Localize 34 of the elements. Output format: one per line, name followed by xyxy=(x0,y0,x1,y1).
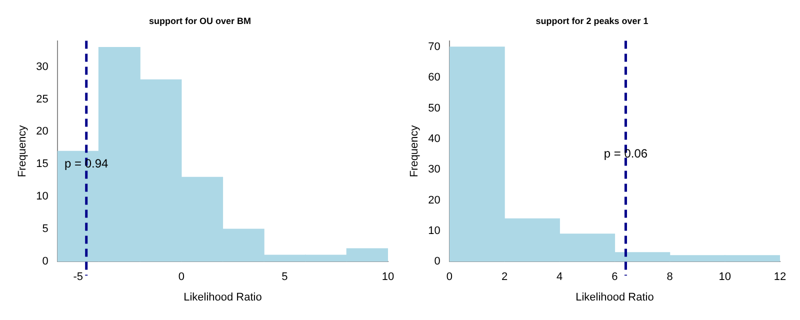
y-tick-label: 10 xyxy=(428,224,440,237)
x-tick-label: 0 xyxy=(178,271,184,284)
y-tick-label: 50 xyxy=(428,102,440,114)
y-tick-label: 15 xyxy=(36,158,48,170)
x-tick-label: -5 xyxy=(73,271,83,284)
x-tick-label: 10 xyxy=(718,271,732,284)
y-tick-label: 10 xyxy=(36,190,48,203)
annotation: p = 0.94 xyxy=(64,156,109,170)
y-tick-label: 60 xyxy=(428,72,440,84)
y-tick-label: 30 xyxy=(428,164,440,176)
y-tick-label: 5 xyxy=(42,223,48,236)
y-tick-label: 0 xyxy=(42,256,48,268)
x-tick-label: 0 xyxy=(446,271,452,284)
y-tick-label: 40 xyxy=(428,132,440,145)
y-tick-label: 30 xyxy=(36,60,48,73)
x-tick-label: 6 xyxy=(612,271,618,284)
chart-title: support for OU over BM xyxy=(148,16,252,26)
x-tick-label: 10 xyxy=(382,271,394,284)
y-tick-label: 20 xyxy=(36,126,48,138)
y-tick-label: 20 xyxy=(428,194,440,206)
y-tick-label: 0 xyxy=(434,256,440,268)
x-tick-label: 8 xyxy=(666,271,673,284)
y-tick-label: 25 xyxy=(36,93,48,106)
y-axis-title: Frequency xyxy=(408,124,421,178)
annotation: p = 0.06 xyxy=(604,146,648,161)
chart-title: support for 2 peaks over 1 xyxy=(536,16,648,26)
y-axis-title: Frequency xyxy=(16,124,29,178)
x-tick-label: 2 xyxy=(501,271,508,284)
y-tick-label: 70 xyxy=(428,40,440,53)
x-tick-label: 12 xyxy=(774,271,786,284)
x-tick-label: 5 xyxy=(282,271,288,284)
x-axis-title: Likelihood Ratio xyxy=(576,291,654,304)
x-tick-label: 4 xyxy=(556,271,563,284)
x-axis-title: Likelihood Ratio xyxy=(184,291,262,304)
